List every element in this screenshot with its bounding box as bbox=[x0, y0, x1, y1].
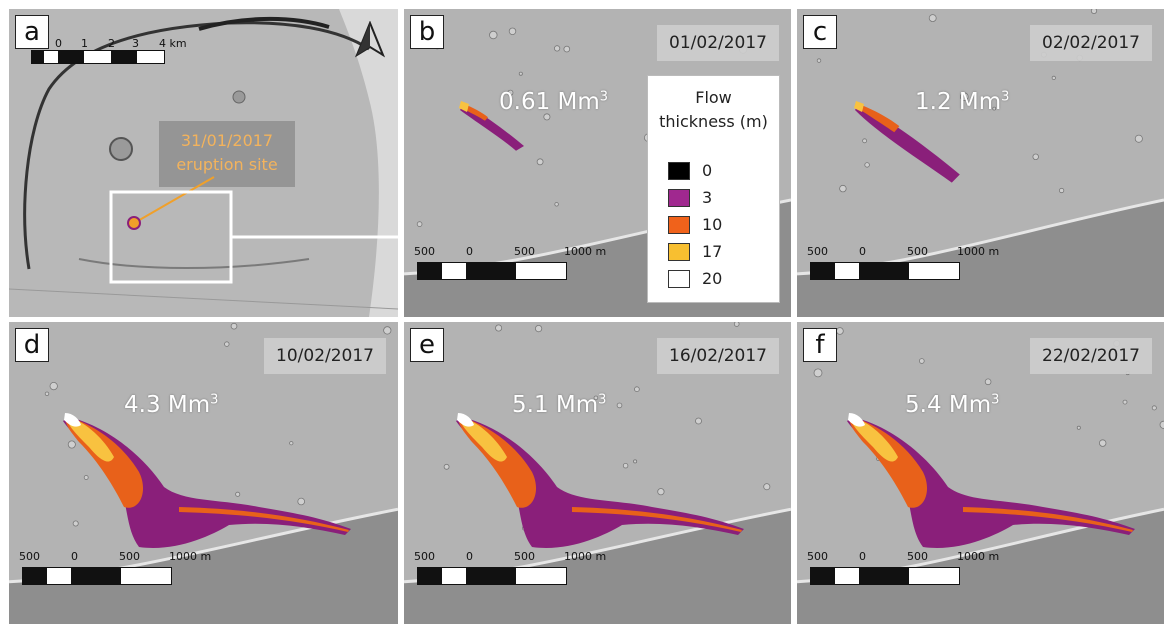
legend-value-1: 3 bbox=[702, 188, 713, 207]
scale-label-end-b: 1000 m bbox=[564, 245, 607, 258]
lava-flow-d bbox=[63, 413, 351, 548]
volume-value-c: 1.2 Mm bbox=[915, 89, 1002, 115]
legend-title: Flow thickness (m) bbox=[648, 86, 779, 134]
scalebar-c: 500 0 500 1000 m bbox=[807, 245, 999, 281]
scale-label-zero-d: 0 bbox=[71, 550, 78, 563]
scale-label-left-b: 500 bbox=[414, 245, 435, 258]
overview-scale-bar bbox=[31, 50, 165, 64]
zoom-extent-box bbox=[109, 190, 233, 284]
volume-label-c: 1.2 Mm3 bbox=[915, 89, 1009, 115]
lava-flow-b bbox=[459, 101, 524, 151]
lava-flow-c bbox=[854, 101, 960, 183]
overview-scalebar: 0 1 2 3 4 km bbox=[31, 37, 191, 69]
scale-label-left-f: 500 bbox=[807, 550, 828, 563]
scale-label-zero-e: 0 bbox=[466, 550, 473, 563]
date-label-c: 02/02/2017 bbox=[1030, 25, 1152, 61]
date-label-f: 22/02/2017 bbox=[1030, 338, 1152, 374]
scale-label-left-c: 500 bbox=[807, 245, 828, 258]
volume-exponent-c: 3 bbox=[1001, 89, 1010, 105]
panel-letter-a: a bbox=[15, 15, 49, 49]
scale-label-left-e: 500 bbox=[414, 550, 435, 563]
scalebar-f: 500 0 500 1000 m bbox=[807, 550, 999, 586]
overview-scale-4: 4 km bbox=[159, 37, 187, 50]
caldera-rim bbox=[23, 21, 370, 270]
lava-flow-f bbox=[847, 413, 1135, 548]
overview-scale-0: 0 bbox=[55, 37, 62, 50]
volume-value-b: 0.61 Mm bbox=[499, 89, 600, 115]
panel-e: e 16/02/2017 5.1 Mm3 500 0 500 1000 m bbox=[404, 322, 791, 624]
volume-value-e: 5.1 Mm bbox=[512, 392, 599, 418]
scale-bar-d bbox=[22, 567, 172, 585]
legend-swatch-0 bbox=[668, 162, 690, 180]
volume-exponent-f: 3 bbox=[991, 392, 1000, 408]
volume-exponent-d: 3 bbox=[210, 392, 219, 408]
panel-letter-d: d bbox=[15, 328, 49, 362]
panel-d: d 10/02/2017 4.3 Mm3 500 0 500 1000 m bbox=[9, 322, 398, 624]
volume-value-f: 5.4 Mm bbox=[905, 392, 992, 418]
volume-label-f: 5.4 Mm3 bbox=[905, 392, 999, 418]
date-label-d: 10/02/2017 bbox=[264, 338, 386, 374]
overview-scale-1: 1 bbox=[81, 37, 88, 50]
scale-label-end-d: 1000 m bbox=[169, 550, 212, 563]
scale-bar-b bbox=[417, 262, 567, 280]
legend-swatch-3 bbox=[668, 243, 690, 261]
eruption-site-text: eruption site bbox=[176, 155, 278, 174]
legend-swatch-4 bbox=[668, 270, 690, 288]
scale-label-mid-e: 500 bbox=[514, 550, 535, 563]
scale-label-mid-f: 500 bbox=[907, 550, 928, 563]
legend-swatch-2 bbox=[668, 216, 690, 234]
scale-label-zero-b: 0 bbox=[466, 245, 473, 258]
legend-value-0: 0 bbox=[702, 161, 713, 180]
scalebar-d: 500 0 500 1000 m bbox=[19, 550, 211, 586]
scalebar-b: 500 0 500 1000 m bbox=[414, 245, 606, 281]
scale-label-mid-d: 500 bbox=[119, 550, 140, 563]
legend-swatch-1 bbox=[668, 189, 690, 207]
eruption-marker bbox=[127, 216, 141, 230]
eruption-marker-overlay bbox=[109, 176, 398, 284]
panel-letter-b: b bbox=[410, 15, 444, 49]
scale-bar-e bbox=[417, 567, 567, 585]
panel-f: f 22/02/2017 5.4 Mm3 500 0 500 1000 m bbox=[797, 322, 1164, 624]
volume-label-d: 4.3 Mm3 bbox=[124, 392, 218, 418]
panel-letter-f: f bbox=[803, 328, 837, 362]
north-arrow-icon bbox=[355, 21, 385, 58]
volume-exponent-e: 3 bbox=[598, 392, 607, 408]
scale-label-mid-c: 500 bbox=[907, 245, 928, 258]
panel-c: c 02/02/2017 1.2 Mm3 500 0 500 1000 m bbox=[797, 9, 1164, 317]
volume-label-b: 0.61 Mm3 bbox=[499, 89, 608, 115]
legend-value-4: 20 bbox=[702, 269, 723, 288]
lava-flow-e bbox=[456, 413, 744, 548]
sea-area bbox=[339, 9, 398, 317]
eruption-site-label: 31/01/2017 eruption site bbox=[159, 121, 295, 187]
flow-thickness-legend: Flow thickness (m) 0 3 10 17 20 bbox=[647, 75, 780, 303]
date-label-b: 01/02/2017 bbox=[657, 25, 779, 61]
scale-label-zero-c: 0 bbox=[859, 245, 866, 258]
volume-label-e: 5.1 Mm3 bbox=[512, 392, 606, 418]
scalebar-e: 500 0 500 1000 m bbox=[414, 550, 606, 586]
terrain-map-d bbox=[9, 322, 398, 624]
overview-scale-3: 3 bbox=[132, 37, 139, 50]
scale-label-end-e: 1000 m bbox=[564, 550, 607, 563]
legend-title-line2: thickness (m) bbox=[659, 112, 768, 131]
panel-letter-e: e bbox=[410, 328, 444, 362]
overview-scale-2: 2 bbox=[108, 37, 115, 50]
volume-value-d: 4.3 Mm bbox=[124, 392, 211, 418]
legend-value-3: 17 bbox=[702, 242, 723, 261]
scale-label-zero-f: 0 bbox=[859, 550, 866, 563]
scale-label-mid-b: 500 bbox=[514, 245, 535, 258]
scale-label-end-f: 1000 m bbox=[957, 550, 1000, 563]
date-label-e: 16/02/2017 bbox=[657, 338, 779, 374]
scale-label-left-d: 500 bbox=[19, 550, 40, 563]
volume-exponent-b: 3 bbox=[599, 89, 609, 105]
legend-value-2: 10 bbox=[702, 215, 723, 234]
panel-letter-c: c bbox=[803, 15, 837, 49]
scale-bar-c bbox=[810, 262, 960, 280]
crater bbox=[109, 137, 133, 161]
scale-label-end-c: 1000 m bbox=[957, 245, 1000, 258]
legend-title-line1: Flow bbox=[695, 88, 732, 107]
panel-a-overview: a 0 1 2 3 4 km 31/01/2017 eruption site bbox=[9, 9, 398, 317]
scale-bar-f bbox=[810, 567, 960, 585]
eruption-date: 31/01/2017 bbox=[180, 131, 274, 150]
